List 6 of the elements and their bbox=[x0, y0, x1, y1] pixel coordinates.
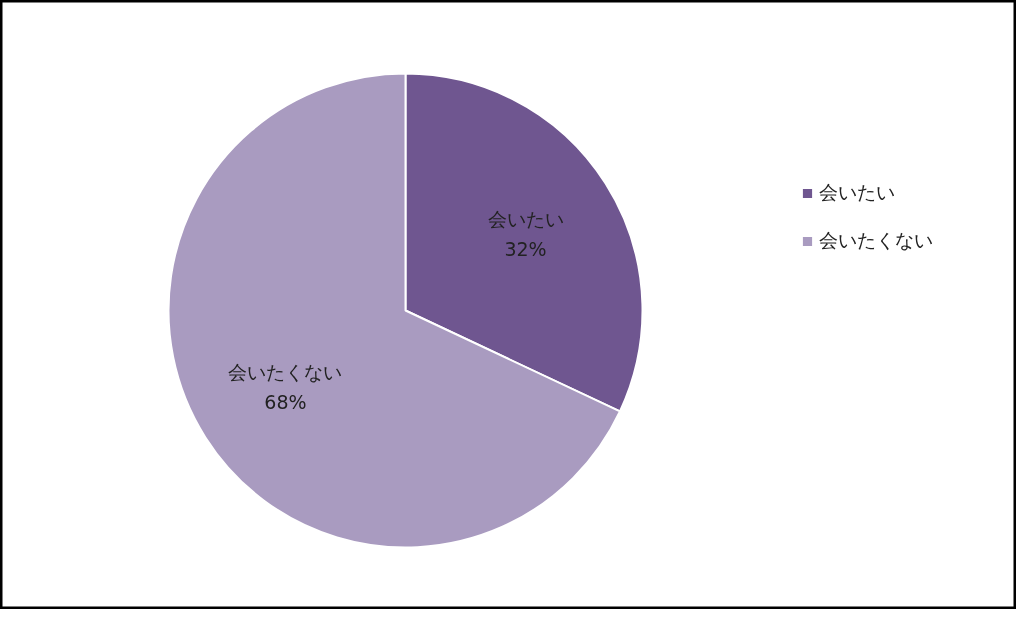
legend-label: 会いたい bbox=[819, 180, 895, 205]
legend-label: 会いたくない bbox=[819, 228, 933, 253]
slice-label: 会いたくない bbox=[228, 360, 343, 383]
slice-label: 会いたい bbox=[487, 208, 564, 231]
data-label: 32% bbox=[504, 238, 547, 261]
data-label: 68% bbox=[264, 390, 307, 413]
